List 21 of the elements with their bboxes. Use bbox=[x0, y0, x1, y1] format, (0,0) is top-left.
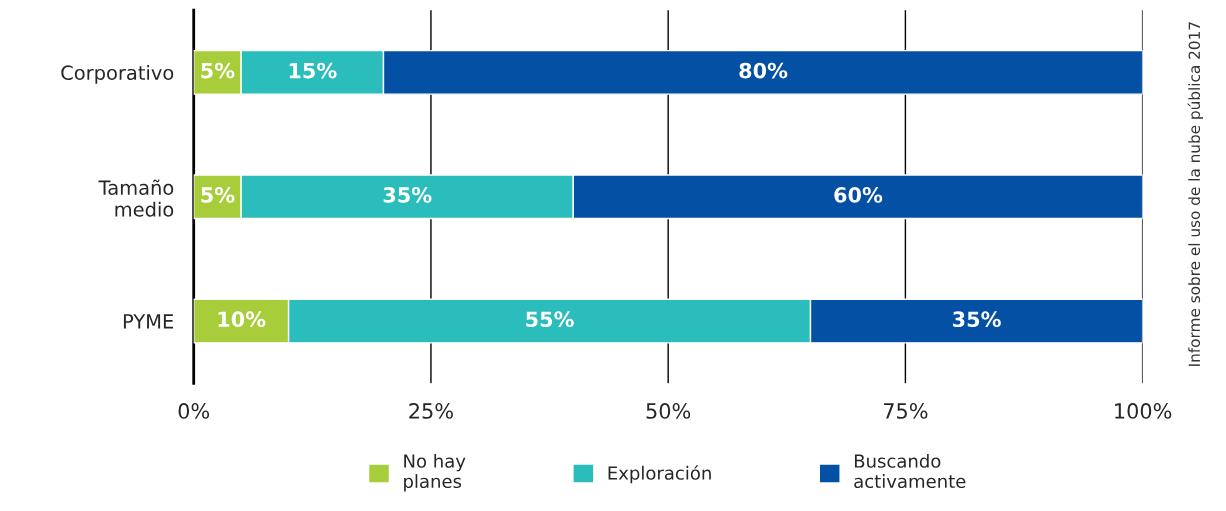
y-tick-label: Corporativo bbox=[61, 65, 174, 84]
data-label: 35% bbox=[383, 187, 432, 203]
data-label: 35% bbox=[953, 311, 1001, 328]
x-tick-label: 75% bbox=[883, 403, 928, 419]
y-tick-label: Tamaño medio bbox=[98, 179, 174, 217]
legend-label: No hay planes bbox=[404, 453, 466, 492]
data-label: 60% bbox=[834, 187, 883, 203]
text: Informe sobre el uso de la nube pública 2017 bbox=[1187, 22, 1204, 366]
x-tick-label: 25% bbox=[409, 403, 453, 419]
data-label: 80% bbox=[739, 62, 788, 79]
data-label: 55% bbox=[526, 311, 574, 328]
data-label: 15% bbox=[289, 62, 337, 79]
data-label: 5% bbox=[201, 62, 235, 79]
x-tick-label: 50% bbox=[646, 403, 691, 419]
legend-label: Exploración bbox=[608, 465, 711, 484]
x-tick-label: 100% bbox=[1115, 403, 1172, 419]
y-tick-label: PYME bbox=[123, 314, 174, 329]
legend-label: Buscando activamente bbox=[854, 453, 966, 489]
data-label: 5% bbox=[201, 187, 235, 203]
x-tick-label: 0% bbox=[178, 403, 210, 419]
data-label: 10% bbox=[218, 311, 266, 328]
